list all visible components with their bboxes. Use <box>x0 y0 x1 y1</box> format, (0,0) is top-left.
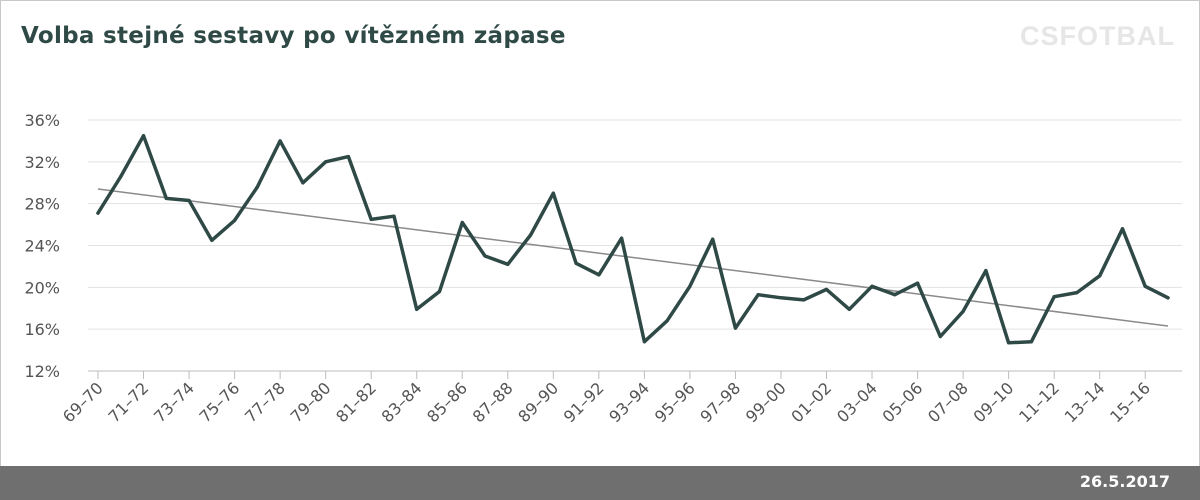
y-tick-label: 28% <box>24 195 60 214</box>
x-tick-label: 09–10 <box>970 378 1018 426</box>
data-point <box>1075 290 1079 295</box>
data-point <box>688 284 692 288</box>
x-tick-label: 81–82 <box>332 378 380 426</box>
x-tick-label: 79–80 <box>287 378 335 426</box>
data-point <box>893 293 897 297</box>
data-point <box>665 319 669 323</box>
data-point <box>415 307 419 311</box>
x-tick-label: 69–70 <box>59 378 107 426</box>
x-tick-label: 85–86 <box>423 378 471 426</box>
line-chart: 12% 16% 20% 24% 28% 32% 36% 69–7071–7273–7475–… <box>24 111 1182 426</box>
footer-bar: 26.5.2017 <box>0 466 1200 500</box>
data-point <box>756 293 760 297</box>
y-tick-label: 24% <box>24 237 60 256</box>
x-tick-label: 11–12 <box>1015 378 1063 426</box>
data-point <box>437 289 442 294</box>
x-tick-label: 13–14 <box>1061 378 1109 426</box>
x-tick-label: 73–74 <box>150 378 198 426</box>
data-point <box>232 218 237 222</box>
footer-date: 26.5.2017 <box>1079 472 1170 491</box>
x-tick-label: 71–72 <box>104 378 152 426</box>
x-tick-label: 89–90 <box>514 378 562 426</box>
x-tick-label: 15–16 <box>1106 378 1154 426</box>
x-tick-label: 77–78 <box>241 378 289 426</box>
data-point <box>1166 296 1170 300</box>
data-point <box>278 139 282 143</box>
x-tick-label: 83–84 <box>378 378 426 426</box>
data-point <box>938 334 942 339</box>
x-tick-label: 75–76 <box>196 378 244 426</box>
y-tick-label: 16% <box>24 320 60 339</box>
data-point <box>141 134 146 138</box>
data-point <box>324 160 328 164</box>
data-point <box>460 220 464 225</box>
data-point <box>597 273 601 277</box>
data-point <box>1007 341 1011 345</box>
brand-logo: CSFOTBAL <box>1020 21 1175 51</box>
data-point <box>642 340 646 344</box>
series-line <box>96 133 1170 345</box>
x-tick-label: 03–04 <box>833 378 881 426</box>
data-point <box>255 185 259 189</box>
trend-layer <box>97 188 1169 327</box>
chart-frame: Volba stejné sestavy po vítězném zápase … <box>0 0 1200 467</box>
data-point <box>187 198 191 203</box>
chart-title: Volba stejné sestavy po vítězném zápase <box>21 23 566 49</box>
data-point <box>711 237 715 241</box>
data-point <box>483 254 487 258</box>
x-axis-labels: 69–7071–7273–7475–7677–7879–8081–8283–84… <box>59 378 1154 426</box>
data-point <box>915 281 920 285</box>
data-point <box>984 269 988 273</box>
data-point <box>574 261 578 265</box>
data-point <box>119 174 123 179</box>
x-tick-label: 91–92 <box>560 378 608 426</box>
data-point <box>528 233 533 237</box>
series-layer <box>96 133 1170 345</box>
data-point <box>779 296 783 300</box>
data-point <box>870 284 874 288</box>
y-axis-labels: 12% 16% 20% 24% 28% 32% 36% <box>24 111 60 381</box>
x-tick-label: 93–94 <box>605 378 653 426</box>
data-point <box>210 238 214 242</box>
data-point <box>733 326 738 330</box>
data-point <box>164 196 168 201</box>
data-point <box>802 298 806 302</box>
grid-layer <box>88 119 1182 330</box>
data-point <box>96 211 100 215</box>
y-tick-label: 20% <box>24 278 60 297</box>
x-tick-label: 01–02 <box>787 378 835 426</box>
data-point <box>1143 284 1147 288</box>
data-point <box>1120 227 1125 231</box>
x-axis <box>88 370 1182 379</box>
data-point <box>620 236 624 240</box>
data-point <box>1052 295 1056 299</box>
data-point <box>961 309 965 313</box>
data-point <box>346 155 351 159</box>
x-tick-label: 05–06 <box>879 378 927 426</box>
data-point <box>392 214 396 218</box>
x-tick-label: 99–00 <box>742 378 790 426</box>
x-tick-label: 95–96 <box>651 378 699 426</box>
data-point <box>1098 274 1102 278</box>
y-tick-label: 36% <box>24 111 60 130</box>
y-tick-label: 12% <box>24 362 60 381</box>
data-point <box>301 181 305 185</box>
data-point <box>847 307 851 311</box>
data-point <box>506 262 510 266</box>
data-point <box>824 287 829 292</box>
x-tick-label: 07–08 <box>924 378 972 426</box>
y-tick-label: 32% <box>24 153 60 172</box>
trendline <box>97 188 1169 327</box>
x-tick-label: 87–88 <box>469 378 517 426</box>
data-point <box>551 191 555 195</box>
data-point <box>1029 340 1034 344</box>
data-point <box>369 217 373 221</box>
x-tick-label: 97–98 <box>696 378 744 426</box>
